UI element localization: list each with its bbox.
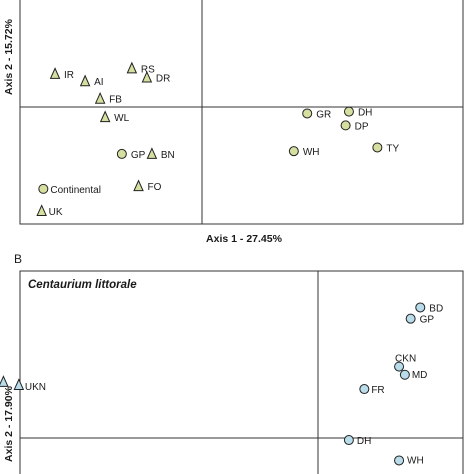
- panel-b-points: KTUKNBDGPCKNMDFRDHWH: [0, 302, 443, 466]
- panel-a-point-gr: [302, 108, 313, 119]
- panel-a-label-wl: WL: [114, 113, 129, 124]
- panel-a-label-ty: TY: [386, 143, 399, 154]
- panel-a-points: RS IR DR AI FB WL BN FO UK GP Continental GR DH DP TY W…: [36, 61, 399, 218]
- panel-a-label-uk: UK: [49, 207, 63, 218]
- panel-a-label-gp: GP: [131, 150, 146, 161]
- panel-a-label-bn: BN: [161, 150, 175, 161]
- panel-b-label-wh: WH: [407, 455, 424, 466]
- panel-a-label-fo: FO: [148, 182, 162, 193]
- panel-a-label-fb: FB: [109, 95, 122, 106]
- panel-b-point-wh: [394, 455, 405, 466]
- panel-a-label-wh: WH: [303, 147, 320, 158]
- panel-a-label-continental: Continental: [50, 185, 101, 196]
- panel-b-species-title: Centaurium littorale: [28, 279, 137, 291]
- panel-a-point-wl: [99, 110, 111, 123]
- panel-a-point-ai: [79, 74, 91, 87]
- panel-b-point-bd: [415, 302, 426, 313]
- panel-a-point-ty: [372, 142, 383, 153]
- panel-a-point-dr: [141, 70, 153, 83]
- panel-b-frame: [19, 270, 464, 474]
- panel-b-label-gp: GP: [420, 315, 435, 326]
- panel-a-label-ir: IR: [64, 70, 74, 81]
- panel-b-point-ukn: [13, 378, 25, 390]
- panel-b-label-ckn: CKN: [395, 354, 416, 365]
- panel-a-point-uk: [36, 204, 47, 216]
- panel-a-label-ai: AI: [94, 77, 103, 88]
- panel-b-label-dh: DH: [357, 436, 371, 447]
- panel-a-point-fo: [133, 179, 144, 192]
- panel-b-label-ukn: UKN: [25, 382, 46, 393]
- panel-b-label-fr: FR: [371, 385, 384, 396]
- panel-b-point-fr: [359, 384, 370, 395]
- panel-a-point-continental: [38, 183, 49, 194]
- panel-a-label-dr: DR: [156, 74, 170, 85]
- panel-a-point-wh: [288, 146, 299, 157]
- panel-b-label-md: MD: [412, 370, 428, 381]
- panel-b-label-bd: BD: [429, 303, 443, 314]
- panel-a-point-rs: [126, 61, 138, 74]
- panel-a-label-dp: DP: [355, 121, 369, 132]
- panel-a-x-axis-label: Axis 1 - 27.45%: [206, 233, 283, 245]
- panel-b-point-kt: [0, 375, 9, 387]
- panel-a-point-fb: [94, 92, 106, 104]
- panel-a-point-bn: [146, 147, 158, 159]
- panel-a-point-dh: [343, 106, 354, 117]
- panel-b-point-dh: [343, 435, 354, 446]
- panel-a-y-axis-label: Axis 2 - 15.72%: [3, 18, 15, 95]
- panel-b-point-gp: [405, 313, 416, 324]
- panel-b-y-axis-label: Axis 2 - 17.90%: [3, 385, 15, 462]
- panel-a-point-dp: [340, 120, 351, 131]
- panel-b-point-md: [399, 369, 410, 380]
- panel-b-letter: B: [14, 252, 22, 266]
- panel-a-frame: [19, 0, 464, 225]
- panel-b-point-ckn: [394, 361, 405, 372]
- panel-a-label-dh: DH: [358, 108, 372, 119]
- panel-a-label-rs: RS: [141, 64, 155, 75]
- panel-a-label-gr: GR: [316, 109, 331, 120]
- panel-a-point-ir: [49, 67, 61, 79]
- panel-a-point-gp: [116, 148, 127, 159]
